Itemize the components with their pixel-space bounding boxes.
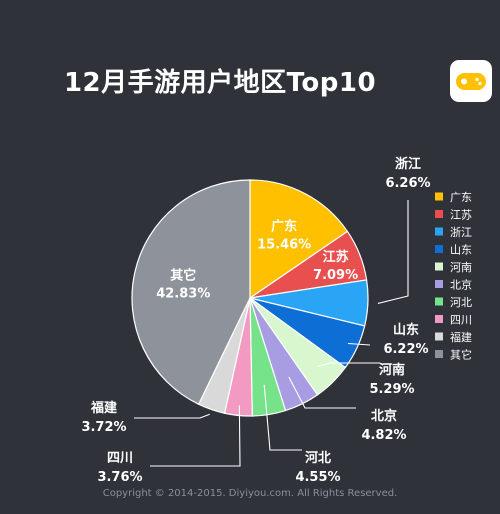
slice-value-label: 5.29% [369, 382, 414, 397]
slice-value-label: 6.22% [383, 342, 428, 357]
slice-value-label: 6.26% [385, 176, 430, 191]
slice-value-label: 42.83% [156, 287, 210, 302]
slice-value-label: 7.09% [313, 268, 358, 283]
leader-line [316, 362, 380, 368]
legend-swatch [435, 350, 443, 358]
legend-swatch [435, 262, 443, 271]
legend-label: 河北 [450, 296, 472, 309]
legend-label: 四川 [450, 314, 472, 327]
slice-label: 山东 [393, 322, 419, 338]
legend-swatch [435, 245, 443, 253]
legend-label: 福建 [450, 330, 472, 344]
legend-swatch [435, 192, 443, 201]
slice-label: 河南 [379, 362, 405, 378]
legend-swatch [435, 210, 443, 218]
slice-value-label: 3.72% [81, 420, 126, 435]
leader-line [134, 413, 210, 419]
legend-label: 广东 [450, 191, 472, 204]
gamepad-logo-icon [450, 60, 492, 102]
legend-label: 北京 [450, 278, 472, 292]
slice-label: 北京 [371, 408, 397, 424]
pie-slice [131, 179, 251, 406]
slice-label: 广东 [271, 218, 297, 234]
legend-label: 其它 [450, 348, 472, 362]
slice-label: 河北 [305, 450, 331, 466]
legend-swatch [435, 280, 443, 288]
legend-swatch [435, 332, 443, 341]
leader-line [150, 405, 241, 467]
leader-line [377, 200, 409, 305]
legend-swatch [435, 297, 443, 306]
legend-label: 河南 [450, 261, 472, 274]
leader-line [263, 384, 302, 451]
chart-title: 12月手游用户地区Top10 [63, 68, 377, 98]
leader-line [347, 342, 371, 346]
legend-label: 山东 [450, 244, 472, 257]
slice-label: 四川 [107, 451, 133, 466]
slice-value-label: 15.46% [257, 237, 311, 252]
legend-swatch [435, 227, 443, 236]
slice-label: 福建 [90, 400, 117, 416]
legend-swatch [435, 315, 443, 323]
copyright-text: Copyright © 2014-2015. Diyiyou.com. All … [102, 488, 398, 499]
slice-value-label: 4.55% [295, 470, 340, 485]
pie-slice [249, 179, 349, 300]
leader-line [288, 376, 356, 409]
slice-label: 浙江 [395, 156, 421, 172]
slice-label: 江苏 [323, 249, 349, 265]
slice-value-label: 3.76% [97, 470, 142, 485]
legend-label: 江苏 [450, 209, 472, 222]
slice-label: 其它 [170, 268, 196, 284]
legend-label: 浙江 [450, 226, 472, 239]
slice-value-label: 4.82% [361, 428, 406, 443]
